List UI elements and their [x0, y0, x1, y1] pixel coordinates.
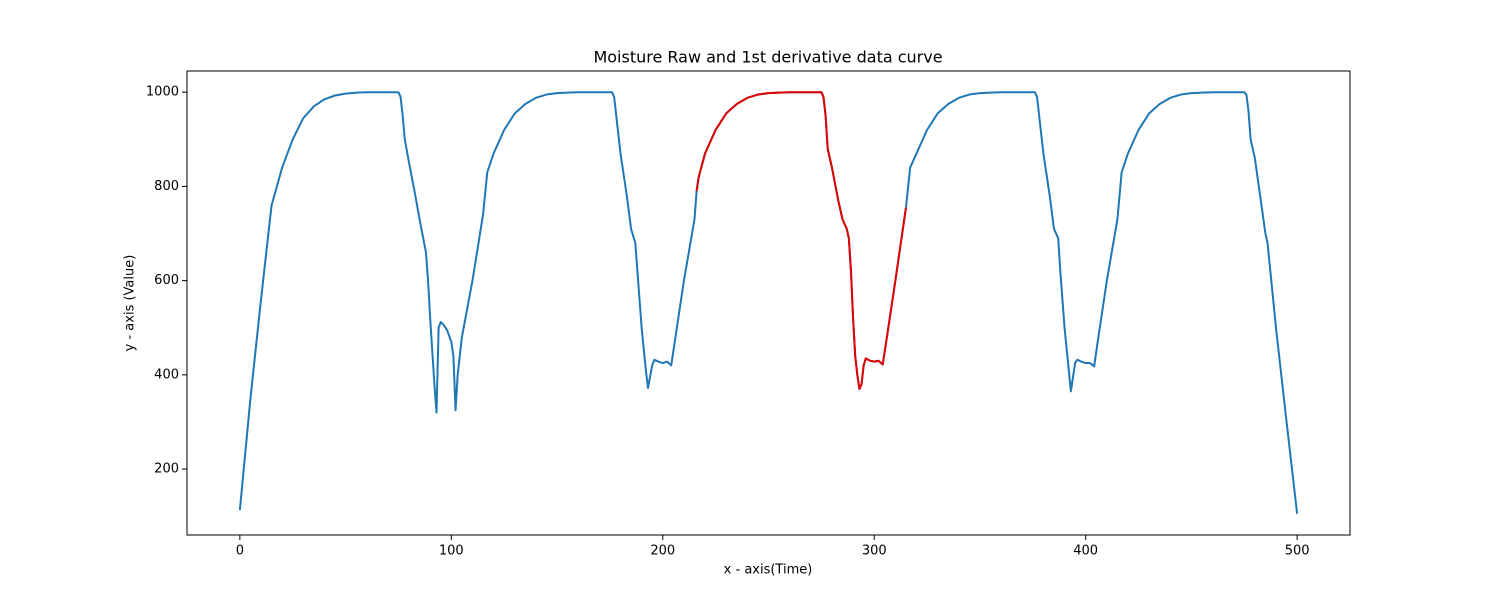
y-axis-label: y - axis (Value)	[123, 255, 138, 352]
y-tick-label: 600	[154, 273, 179, 288]
y-tick-label: 1000	[146, 85, 179, 100]
x-axis-label: x - axis(Time)	[724, 563, 813, 578]
x-tick-label: 500	[1285, 544, 1310, 559]
y-tick-label: 800	[154, 179, 179, 194]
x-tick-label: 0	[236, 544, 244, 559]
chart-title: Moisture Raw and 1st derivative data cur…	[593, 48, 942, 67]
x-tick-label: 300	[862, 544, 887, 559]
y-tick-label: 400	[154, 367, 179, 382]
y-tick-label: 200	[154, 462, 179, 477]
x-tick-label: 400	[1073, 544, 1098, 559]
data-line	[238, 91, 1299, 514]
x-tick-label: 200	[650, 544, 675, 559]
x-tick-label: 100	[439, 544, 464, 559]
plot-frame	[186, 70, 1351, 536]
data-line	[695, 91, 907, 390]
